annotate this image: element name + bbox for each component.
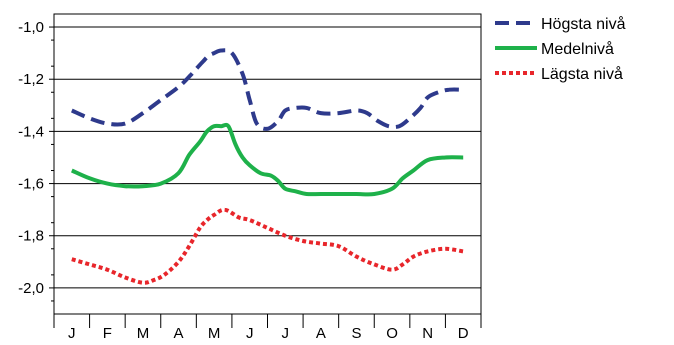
axes: -1,0 -1,2 -1,4 -1,6 -1,8 -2,0 J F M A M J J A S O N D (18, 19, 482, 342)
gridlines (54, 26, 481, 289)
legend-label: Högsta nivå (541, 15, 626, 33)
x-tick-label: J (282, 325, 290, 342)
y-tick-label: -1,0 (18, 19, 44, 36)
y-tick-label: -2,0 (18, 280, 44, 297)
x-tick-label: M (208, 325, 221, 342)
y-tick-label: -1,6 (18, 176, 44, 193)
legend-label: Medelnivå (541, 40, 614, 58)
x-tick-label: F (103, 325, 112, 342)
x-tick-label: J (246, 325, 254, 342)
x-tick-label: M (137, 325, 150, 342)
plot-frame (53, 13, 482, 315)
legend-label: Lägsta nivå (541, 65, 623, 83)
x-tick-label: S (351, 325, 361, 342)
y-tick-label: -1,4 (18, 123, 44, 140)
x-tick-label: A (316, 325, 326, 342)
series-lines (70, 48, 464, 285)
y-tick-label: -1,2 (18, 71, 44, 88)
x-tick-label: A (174, 325, 184, 342)
series-line-0 (70, 48, 464, 131)
series-line-2 (71, 207, 464, 285)
legend: Högsta nivå Medelnivå Lägsta nivå (495, 15, 626, 83)
x-tick-label: O (386, 325, 398, 342)
x-tick-label: J (68, 325, 76, 342)
x-tick-label: N (422, 325, 433, 342)
x-tick-label: D (458, 325, 469, 342)
series-line-1 (70, 122, 464, 197)
y-tick-label: -1,8 (18, 228, 44, 245)
